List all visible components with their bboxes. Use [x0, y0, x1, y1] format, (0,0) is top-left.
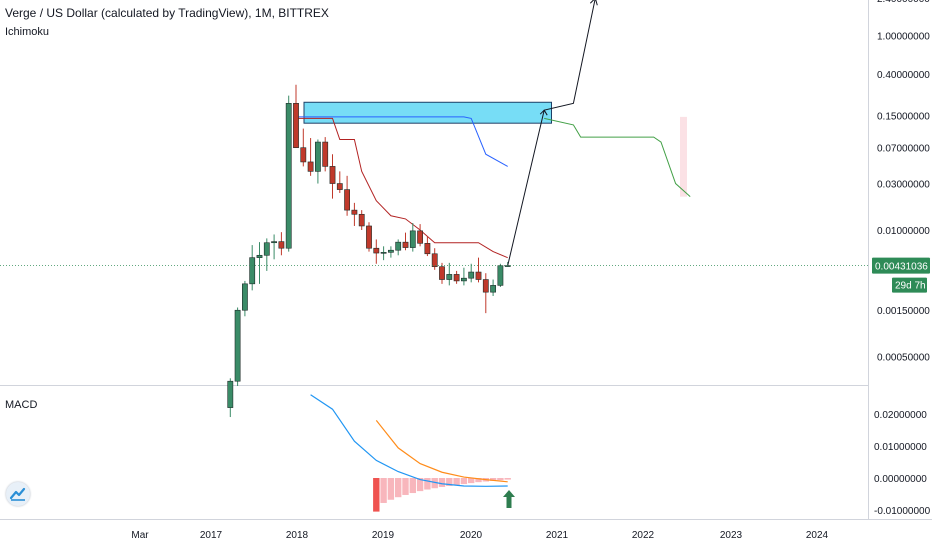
price-tick-label: 0.00050000 [877, 353, 930, 364]
candle-body [256, 254, 263, 258]
macd-hist-bar [373, 478, 380, 512]
current-price-text: 0.00431036 [875, 262, 928, 273]
candle-body [300, 147, 307, 163]
price-tick-label: 0.40000000 [877, 70, 930, 81]
current-price-tag [872, 257, 930, 274]
time-tick-label: 2019 [372, 530, 395, 541]
candle-body [271, 241, 277, 244]
candle-body [453, 274, 460, 282]
candle-body [387, 249, 394, 253]
projection-arrow [507, 0, 596, 266]
projection-arrowhead-mid [539, 109, 548, 116]
candle-body [351, 209, 358, 215]
cloud-sliver [680, 116, 687, 197]
candle-body [468, 271, 475, 279]
candle-body [497, 265, 504, 286]
macd-hist-bar [475, 478, 482, 483]
macd-tick-label: 0.01000000 [874, 442, 927, 453]
tradingview-logo-icon [6, 482, 30, 506]
macd-line [310, 394, 508, 487]
macd-hist-bar [468, 478, 475, 484]
price-tick-label: 1.00000000 [877, 31, 930, 42]
candle-body [424, 243, 431, 255]
chart-title: Verge / US Dollar (calculated by Trading… [5, 6, 329, 20]
macd-hist-bar [424, 478, 431, 490]
macd-hist-bar [409, 478, 416, 494]
candle-body [482, 279, 489, 293]
price-tick-label: 0.15000000 [877, 111, 930, 122]
candle-body [373, 247, 380, 254]
candle-body [358, 213, 365, 227]
price-tick-label: 0.01000000 [877, 226, 930, 237]
candle-body [366, 225, 372, 249]
candle-body [446, 274, 453, 280]
time-tick-label: Mar [131, 530, 149, 541]
candle-body [409, 230, 416, 248]
time-tick-label: 2023 [720, 530, 743, 541]
candle-body [475, 271, 482, 280]
kijun-line [296, 117, 508, 259]
countdown-text: 29d 7h [895, 281, 926, 292]
candle-body [314, 141, 321, 172]
candle-body [380, 252, 387, 254]
macd-hist-bar [438, 478, 446, 487]
macd-tick-label: 0.00000000 [874, 474, 927, 485]
macd-hist-bar [446, 478, 453, 486]
candle-body [460, 277, 467, 282]
tenkan-line [296, 116, 508, 167]
time-tick-label: 2022 [632, 530, 655, 541]
macd-tick-label: -0.01000000 [874, 506, 931, 517]
price-tick-label: 2.40000000 [877, 0, 930, 5]
price-tick-label: 0.07000000 [877, 144, 930, 155]
candle-body [285, 103, 292, 249]
projection-arrowhead [589, 0, 598, 6]
candle-body [278, 241, 285, 249]
candle-body [329, 166, 336, 184]
macd-tick-label: 0.02000000 [874, 410, 927, 421]
macd-hist-bar [489, 478, 497, 481]
macd-hist-bar [504, 478, 511, 480]
macd-hist-bar [416, 478, 424, 492]
candle-body [227, 380, 234, 408]
time-tick-label: 2018 [286, 530, 309, 541]
macd-hist-bar [395, 478, 402, 498]
candle-body [431, 253, 438, 267]
candle-body [293, 103, 299, 149]
macd-hist-bar [453, 478, 460, 486]
candle-body [307, 161, 314, 172]
signal-line [375, 420, 508, 483]
macd-hist-bar [431, 478, 438, 489]
indicator-label[interactable]: Ichimoku [5, 26, 50, 38]
time-tick-label: 2021 [546, 530, 569, 541]
macd-hist-bar [380, 478, 387, 503]
macd-label[interactable]: MACD [5, 399, 38, 411]
candle-body [439, 266, 445, 280]
candle-body [336, 183, 343, 190]
countdown-tag [892, 277, 927, 293]
price-tick-label: 0.00150000 [877, 306, 930, 317]
candle-body [395, 241, 402, 251]
candle-body [234, 309, 241, 382]
candle-body [322, 141, 329, 167]
candle-body [402, 241, 409, 248]
time-tick-label: 2017 [200, 530, 223, 541]
candle-body [263, 242, 270, 256]
macd-hist-bar [460, 478, 468, 485]
macd-hist-bar [402, 478, 409, 495]
chikou-line [544, 117, 691, 198]
time-tick-label: 2020 [460, 530, 483, 541]
price-tick-label: 0.03000000 [877, 180, 930, 191]
candle-body [344, 189, 350, 211]
time-tick-label: 2024 [806, 530, 829, 541]
macd-hist-bar [497, 478, 504, 481]
resistance-zone [303, 101, 552, 124]
up-arrow-icon [503, 490, 515, 508]
macd-hist-bar [387, 478, 395, 500]
candle-body [242, 283, 248, 311]
candle-body [417, 230, 423, 244]
candle-body [249, 257, 256, 285]
candle-body [490, 285, 496, 293]
